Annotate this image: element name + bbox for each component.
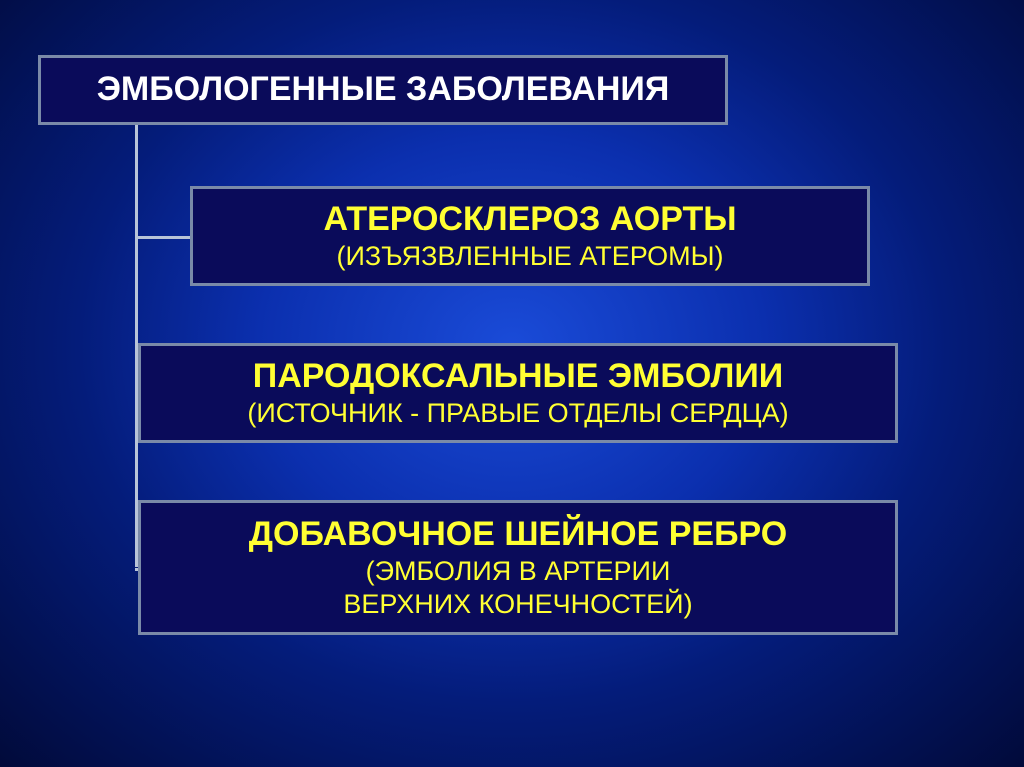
item-2-sub: (ИСТОЧНИК - ПРАВЫЕ ОТДЕЛЫ СЕРДЦА) — [247, 397, 788, 430]
item-box-1: АТЕРОСКЛЕРОЗ АОРТЫ (ИЗЪЯЗВЛЕННЫЕ АТЕРОМЫ… — [190, 186, 870, 286]
item-2-main: ПАРОДОКСАЛЬНЫЕ ЭМБОЛИИ — [253, 356, 783, 397]
title-box: ЭМБОЛОГЕННЫЕ ЗАБОЛЕВАНИЯ — [38, 55, 728, 125]
title-text: ЭМБОЛОГЕННЫЕ ЗАБОЛЕВАНИЯ — [97, 69, 670, 110]
item-3-sub1: (ЭМБОЛИЯ В АРТЕРИИ — [366, 555, 671, 588]
connector-branch-1 — [135, 236, 190, 239]
item-1-sub: (ИЗЪЯЗВЛЕННЫЕ АТЕРОМЫ) — [336, 240, 723, 273]
item-box-2: ПАРОДОКСАЛЬНЫЕ ЭМБОЛИИ (ИСТОЧНИК - ПРАВЫ… — [138, 343, 898, 443]
slide: ЭМБОЛОГЕННЫЕ ЗАБОЛЕВАНИЯ АТЕРОСКЛЕРОЗ АО… — [0, 0, 1024, 767]
item-3-main: ДОБАВОЧНОЕ ШЕЙНОЕ РЕБРО — [249, 514, 787, 555]
item-3-sub2: ВЕРХНИХ КОНЕЧНОСТЕЙ) — [343, 588, 692, 621]
item-1-main: АТЕРОСКЛЕРОЗ АОРТЫ — [323, 199, 736, 240]
item-box-3: ДОБАВОЧНОЕ ШЕЙНОЕ РЕБРО (ЭМБОЛИЯ В АРТЕР… — [138, 500, 898, 635]
